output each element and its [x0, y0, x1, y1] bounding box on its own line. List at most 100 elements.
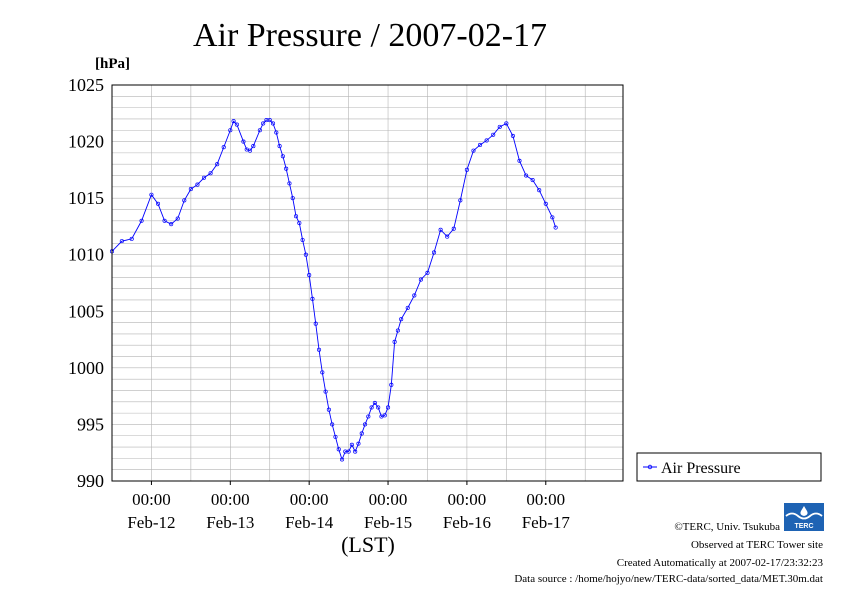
data-point: [349, 442, 354, 447]
data-point: [323, 389, 328, 394]
data-point: [175, 216, 180, 221]
data-point: [316, 347, 322, 352]
x-tick-label-time: 00:00: [132, 490, 171, 509]
credit-source: Data source : /home/hojyo/new/TERC-data/…: [514, 573, 823, 585]
data-point: [303, 252, 308, 257]
legend-box: [636, 452, 822, 482]
data-point: [517, 158, 522, 163]
data-point: [530, 177, 535, 183]
data-point: [445, 234, 450, 239]
data-point: [346, 449, 351, 454]
data-point: [139, 218, 144, 223]
y-axis-label: [hPa]: [95, 56, 130, 72]
legend: Air Pressure: [636, 452, 822, 482]
data-point: [284, 166, 289, 171]
data-point: [129, 236, 134, 241]
data-point: [553, 225, 558, 230]
data-point: [188, 187, 193, 192]
chart-title: Air Pressure / 2007-02-17: [193, 17, 547, 54]
data-point: [155, 201, 161, 206]
x-tick-label-time: 00:00: [526, 490, 565, 509]
credit-copyright: ©TERC, Univ. Tsukuba: [674, 521, 780, 533]
data-point: [267, 118, 272, 123]
y-tick-label: 1025: [68, 75, 104, 95]
data-point: [353, 449, 358, 454]
x-tick-label-time: 00:00: [369, 490, 408, 509]
data-point: [280, 154, 285, 159]
series-line: [111, 119, 557, 461]
data-point: [310, 296, 315, 301]
data-point: [215, 162, 220, 167]
data-point: [359, 431, 364, 436]
logo-wave: [785, 512, 823, 520]
data-point: [543, 201, 548, 206]
y-tick-label: 1000: [68, 358, 104, 378]
x-tick-label-time: 00:00: [290, 490, 329, 509]
x-tick-label-date: Feb-12: [127, 513, 175, 532]
data-point: [336, 447, 341, 452]
logo-drop: [800, 506, 808, 516]
data-point: [234, 122, 239, 127]
data-point: [231, 119, 236, 124]
terc-logo: TERC: [784, 503, 824, 531]
data-point: [320, 370, 325, 375]
x-tick-label-time: 00:00: [448, 490, 487, 509]
grid-lines: [112, 85, 623, 481]
data-point: [307, 273, 312, 278]
data-point: [464, 167, 469, 172]
data-point: [247, 148, 253, 153]
data-point: [287, 181, 292, 186]
logo-text: TERC: [794, 523, 813, 530]
data-point: [274, 130, 279, 135]
data-point: [451, 226, 456, 231]
data-point: [385, 405, 391, 410]
credit-observed: Observed at TERC Tower site: [691, 539, 823, 551]
x-axis-label: (LST): [341, 532, 395, 557]
data-point: [182, 198, 187, 203]
data-point: [412, 293, 417, 298]
data-point: [333, 434, 338, 439]
data-point: [395, 328, 400, 333]
data-point: [425, 270, 430, 275]
y-ticks: 990 995 1000 1005 1010 1015 1020 1025: [68, 75, 104, 491]
x-ticks: 00:00 Feb-12 00:00 Feb-13 00:00 Feb-14 00:00 Fe…: [127, 481, 570, 532]
y-tick-label: 1020: [68, 132, 104, 152]
data-point: [366, 414, 371, 419]
data-point: [297, 220, 302, 226]
x-tick-label-date: Feb-13: [206, 513, 254, 532]
data-point: [405, 305, 410, 310]
data-point: [228, 128, 233, 133]
data-point: [313, 321, 318, 326]
data-point: [119, 239, 124, 244]
data-point: [326, 407, 331, 412]
data-point: [293, 214, 299, 219]
data-point: [300, 237, 305, 243]
data-point: [392, 339, 397, 344]
data-point: [290, 196, 295, 201]
data-point: [195, 182, 200, 187]
x-tick-label-date: Feb-16: [443, 513, 491, 532]
x-tick-label-date: Feb-15: [364, 513, 412, 532]
data-point: [389, 382, 394, 387]
data-point: [418, 277, 423, 282]
data-point: [339, 457, 345, 462]
legend-label: Air Pressure: [661, 460, 741, 477]
data-point: [510, 133, 515, 138]
data-point: [478, 142, 483, 148]
data-point: [149, 192, 154, 197]
plot-frame: [111, 84, 624, 482]
y-tick-label: 995: [77, 414, 104, 434]
credit-created: Created Automatically at 2007-02-17/23:3…: [617, 557, 824, 569]
y-tick-label: 1015: [68, 188, 104, 208]
data-point: [537, 188, 542, 193]
data-point: [251, 144, 256, 149]
data-point: [169, 222, 174, 227]
legend-marker: [647, 464, 653, 470]
data-point: [208, 171, 213, 176]
data-point: [438, 227, 443, 232]
data-series: [109, 118, 558, 462]
data-point: [471, 148, 476, 153]
x-tick-label-date: Feb-17: [522, 513, 571, 532]
data-point: [362, 422, 368, 427]
